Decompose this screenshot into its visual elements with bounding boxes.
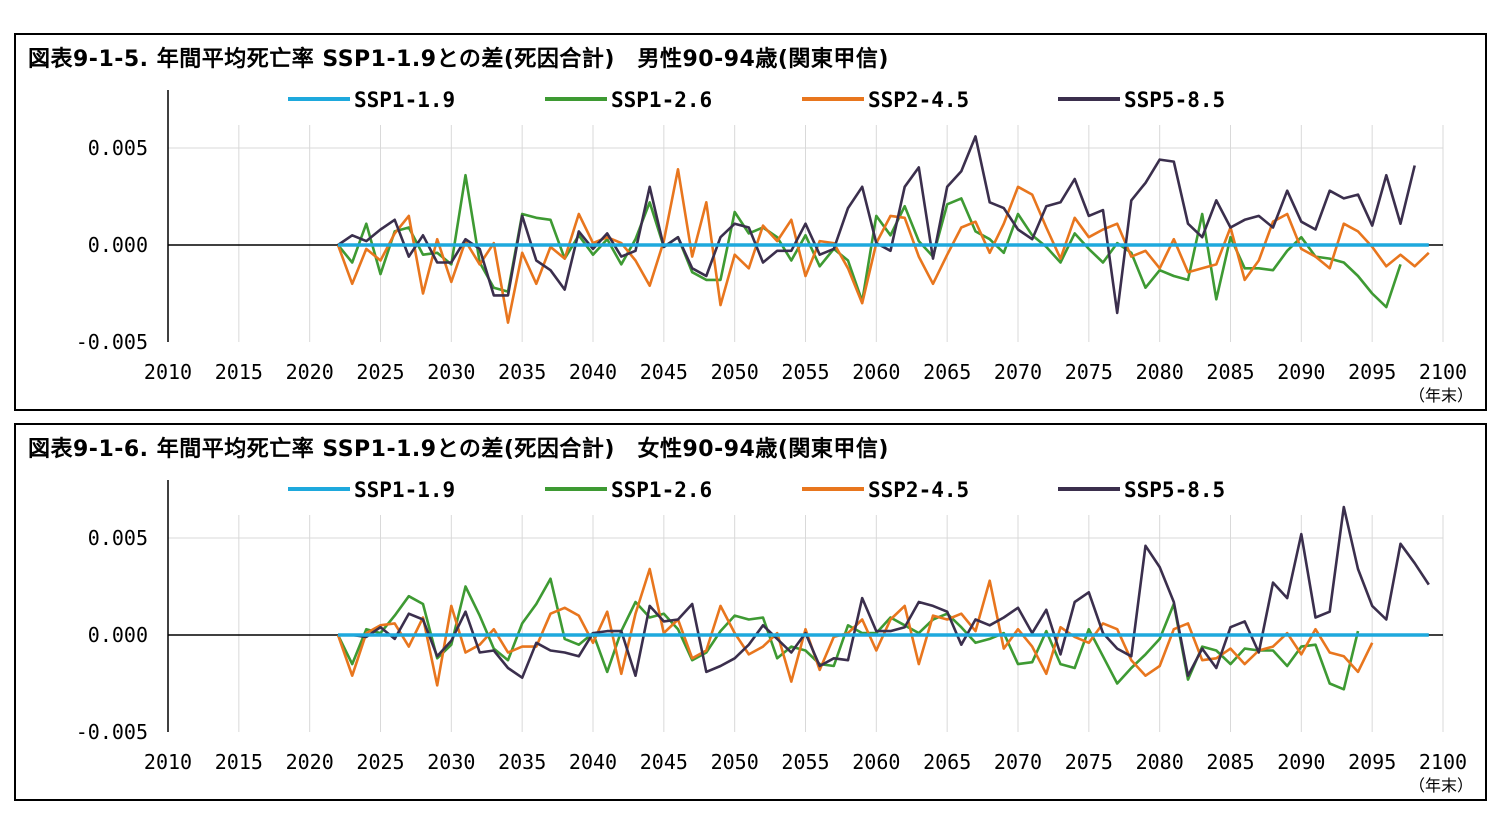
x-tick-label: 2060: [852, 360, 900, 384]
series-line-ssp1-2-6: [336, 577, 1360, 691]
x-tick-label: 2055: [781, 750, 829, 774]
legend-label: SSP1-1.9: [354, 478, 455, 502]
x-tick-label: 2070: [994, 750, 1042, 774]
x-tick-label: 2065: [923, 750, 971, 774]
x-tick-label: 2075: [1065, 750, 1113, 774]
x-tick-label: 2040: [569, 360, 617, 384]
x-tick-label: 2025: [356, 750, 404, 774]
x-tick-label: 2085: [1206, 750, 1254, 774]
legend-label: SSP1-2.6: [611, 88, 712, 112]
x-tick-label: 2035: [498, 750, 546, 774]
y-tick-label: 0.000: [88, 623, 148, 647]
chart-title: 図表9-1-6. 年間平均死亡率 SSP1-1.9との差(死因合計) 女性90-…: [28, 437, 889, 462]
x-tick-label: 2100: [1419, 750, 1467, 774]
legend-label: SSP5-8.5: [1124, 478, 1225, 502]
x-tick-label: 2020: [286, 360, 334, 384]
x-axis-unit: （年末）: [1409, 776, 1473, 795]
y-tick-label: 0.005: [88, 136, 148, 160]
x-tick-label: 2035: [498, 360, 546, 384]
x-tick-label: 2080: [1136, 360, 1184, 384]
x-tick-label: 2095: [1348, 750, 1396, 774]
chart-title: 図表9-1-5. 年間平均死亡率 SSP1-1.9との差(死因合計) 男性90-…: [28, 47, 889, 72]
legend-label: SSP1-2.6: [611, 478, 712, 502]
chart-panel-female: 図表9-1-6. 年間平均死亡率 SSP1-1.9との差(死因合計) 女性90-…: [14, 423, 1487, 801]
x-tick-label: 2055: [781, 360, 829, 384]
x-tick-label: 2070: [994, 360, 1042, 384]
series-line-ssp2-4-5: [336, 168, 1430, 324]
x-tick-label: 2060: [852, 750, 900, 774]
x-tick-label: 2010: [144, 360, 192, 384]
line-chart-female: 0.005 0.000 -0.005 2010 2015 2020 2025 2030 2035…: [76, 478, 1473, 795]
x-tick-label: 2030: [427, 750, 475, 774]
x-tick-label: 2075: [1065, 360, 1113, 384]
y-tick-label: 0.005: [88, 526, 148, 550]
x-tick-label: 2065: [923, 360, 971, 384]
x-tick-label: 2080: [1136, 750, 1184, 774]
x-tick-label: 2015: [215, 750, 263, 774]
x-tick-label: 2045: [640, 750, 688, 774]
y-tick-label: -0.005: [76, 720, 148, 744]
x-tick-label: 2040: [569, 750, 617, 774]
x-tick-label: 2045: [640, 360, 688, 384]
series-line-ssp1-2-6: [336, 173, 1402, 309]
chart-panel-male: 図表9-1-5. 年間平均死亡率 SSP1-1.9との差(死因合計) 男性90-…: [14, 33, 1487, 411]
x-tick-label: 2015: [215, 360, 263, 384]
x-tick-label: 2090: [1277, 750, 1325, 774]
legend-label: SSP2-4.5: [868, 478, 969, 502]
x-tick-label: 2100: [1419, 360, 1467, 384]
x-tick-label: 2030: [427, 360, 475, 384]
series-line-ssp5-8-5: [337, 135, 1416, 315]
series-line-ssp5-8-5: [338, 505, 1430, 679]
y-tick-label: -0.005: [76, 330, 148, 354]
x-tick-label: 2010: [144, 750, 192, 774]
x-axis-unit: （年末）: [1409, 386, 1473, 405]
x-tick-label: 2025: [356, 360, 404, 384]
legend-label: SSP1-1.9: [354, 88, 455, 112]
legend-label: SSP2-4.5: [868, 88, 969, 112]
line-chart-male: 0.005 0.000 -0.005 2010 2015 2020 2025 2030 2035…: [76, 88, 1473, 405]
x-tick-label: 2050: [711, 750, 759, 774]
x-tick-label: 2095: [1348, 360, 1396, 384]
legend-label: SSP5-8.5: [1124, 88, 1225, 112]
y-tick-label: 0.000: [88, 233, 148, 257]
x-tick-label: 2020: [286, 750, 334, 774]
x-tick-label: 2050: [711, 360, 759, 384]
x-tick-label: 2090: [1277, 360, 1325, 384]
x-tick-label: 2085: [1206, 360, 1254, 384]
